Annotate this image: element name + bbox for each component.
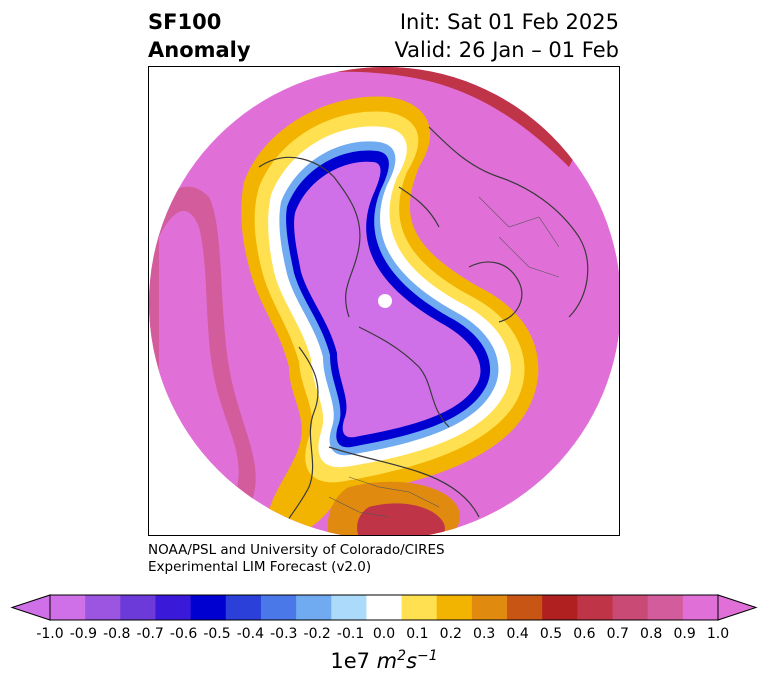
na-lobe-red (357, 503, 445, 535)
colorbar-tick-label: -0.8 (103, 626, 131, 642)
colorbar-swatch (85, 595, 121, 620)
colorbar-swatch (647, 595, 684, 620)
colorbar-tick-label: -1.0 (36, 626, 64, 642)
borders (328, 196, 560, 518)
colorbar-swatch (50, 595, 86, 620)
credit-text: NOAA/PSL and University of Colorado/CIRE… (148, 542, 445, 576)
colorbar-swatch (260, 595, 297, 620)
units-m: m (376, 649, 398, 673)
colorbar-tick-label: -0.2 (303, 626, 331, 642)
colorbar-tick-label: 0.7 (606, 626, 629, 642)
units-exp-s: −1 (417, 648, 438, 664)
colorbar-swatch (155, 595, 192, 620)
colorbar-tick-label: 0.5 (539, 626, 563, 642)
colorbar-swatch (542, 595, 578, 620)
colorbar-tick-label: 0.0 (372, 626, 396, 642)
init-date: Init: Sat 01 Feb 2025 (399, 10, 619, 34)
colorbar-swatch (401, 595, 438, 620)
colorbar-tick-label: 0.4 (506, 626, 529, 642)
colorbar-tick-label: 0.6 (573, 626, 596, 642)
colorbar-scale (10, 594, 758, 621)
title-block-right: Init: Sat 01 Feb 2025 Valid: 26 Jan – 01… (394, 8, 619, 64)
title-block-left: SF100 Anomaly (148, 8, 251, 64)
colorbar-tick-label: -0.3 (270, 626, 298, 642)
valid-range: Valid: 26 Jan – 01 Feb (394, 38, 619, 62)
colorbar-tick-label: 0.2 (439, 626, 462, 642)
colorbar-tick-label: -0.6 (169, 626, 198, 642)
colorbar: -1.0 -0.9 -0.8 -0.7 -0.6 -0.5 -0.4 -0.3 -0.2 -0.1… (0, 588, 768, 688)
colorbar-swatch (471, 595, 508, 620)
colorbar-extend-low (10, 594, 51, 621)
units-exp-m: 2 (397, 648, 407, 664)
colorbar-swatch (577, 595, 614, 620)
colorbar-swatch (507, 595, 543, 620)
colorbar-tick-label: 0.8 (640, 626, 663, 642)
colorbar-swatch (296, 595, 332, 620)
colorbar-tick-label: 1.0 (706, 626, 730, 642)
colorbar-tick-label: 0.1 (406, 626, 429, 642)
colorbar-swatch (682, 595, 719, 620)
colorbar-tick-label: -0.1 (336, 626, 365, 642)
colorbar-tick-label: -0.5 (203, 626, 231, 642)
colorbar-ticks: -1.0 -0.9 -0.8 -0.7 -0.6 -0.5 -0.4 -0.3 -0.2 -0.1… (0, 626, 768, 646)
colorbar-swatch (612, 595, 649, 620)
colorbar-swatch (366, 595, 403, 620)
colorbar-tick-label: -0.7 (136, 626, 164, 642)
colorbar-swatch (331, 595, 367, 620)
colorbar-tick-label: 0.9 (673, 626, 696, 642)
coastlines (258, 126, 589, 535)
field-subtitle: Anomaly (148, 38, 251, 62)
colorbar-swatch (190, 595, 227, 620)
colorbar-tick-label: 0.3 (473, 626, 496, 642)
colorbar-swatch (436, 595, 473, 620)
colorbar-extend-high (717, 594, 758, 621)
map-panel (148, 66, 620, 536)
polar-map (149, 67, 619, 535)
credit-line-1: NOAA/PSL and University of Colorado/CIRE… (148, 542, 445, 558)
colorbar-swatch (225, 595, 262, 620)
units-scale: 1e7 (330, 649, 377, 673)
colorbar-border (49, 594, 719, 621)
north-pole-marker (378, 294, 392, 308)
colorbar-tick-label: -0.4 (236, 626, 265, 642)
units-s: s (406, 649, 418, 673)
colorbar-swatch (120, 595, 156, 620)
colorbar-units: 1e7 m2s−1 (0, 648, 768, 673)
colorbar-tick-label: -0.9 (69, 626, 98, 642)
credit-line-2: Experimental LIM Forecast (v2.0) (148, 559, 372, 575)
field-name: SF100 (148, 10, 222, 34)
